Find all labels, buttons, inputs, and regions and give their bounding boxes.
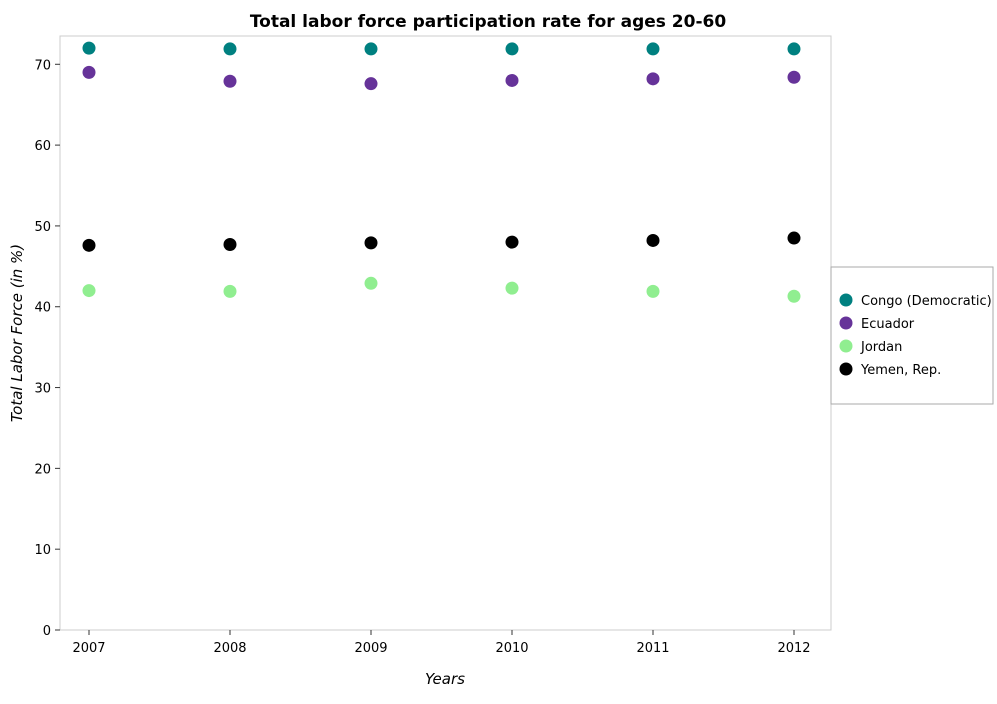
- y-tick-label: 0: [43, 624, 51, 639]
- data-point-congo-democratic-2009: [364, 42, 378, 56]
- legend-marker: [839, 362, 853, 376]
- y-tick-label: 30: [34, 382, 51, 397]
- data-point-ecuador-2008: [223, 74, 237, 88]
- plot-frame: [59, 35, 832, 631]
- legend-label: Yemen, Rep.: [860, 363, 941, 378]
- data-point-ecuador-2009: [364, 77, 378, 91]
- legend-label: Congo (Democratic): [861, 294, 992, 309]
- data-point-ecuador-2011: [646, 72, 660, 86]
- x-tick-label: 2012: [777, 641, 810, 656]
- legend: Congo (Democratic) Ecuador Jordan Yemen, Re…: [830, 266, 994, 405]
- x-tick-label: 2008: [213, 641, 246, 656]
- legend-box: [830, 266, 994, 405]
- chart-title: Total labor force participation rate for…: [250, 12, 727, 32]
- data-point-yemen-rep-2012: [787, 231, 801, 245]
- x-tick-label: 2010: [495, 641, 528, 656]
- data-point-ecuador-2010: [505, 73, 519, 87]
- data-point-ecuador-2012: [787, 70, 801, 84]
- y-axis-label: Total Labor Force (in %): [8, 244, 26, 422]
- x-axis: 2007 2008 2009 2010 2011 2012: [72, 630, 811, 656]
- data-points: [82, 41, 801, 303]
- y-tick-label: 70: [34, 58, 51, 73]
- x-tick-label: 2007: [72, 641, 105, 656]
- data-point-jordan-2008: [223, 284, 237, 298]
- data-point-jordan-2011: [646, 284, 660, 298]
- data-point-yemen-rep-2008: [223, 238, 237, 252]
- legend-marker: [839, 293, 853, 307]
- legend-label: Jordan: [860, 340, 902, 355]
- data-point-yemen-rep-2011: [646, 233, 660, 247]
- data-point-congo-democratic-2010: [505, 42, 519, 56]
- y-tick-label: 50: [34, 220, 51, 235]
- data-point-congo-democratic-2011: [646, 42, 660, 56]
- y-tick-label: 20: [34, 462, 51, 477]
- y-axis: 0 10 20 30 40 50 60 70: [34, 58, 60, 639]
- data-point-yemen-rep-2010: [505, 235, 519, 249]
- data-point-ecuador-2007: [82, 65, 96, 79]
- data-point-congo-democratic-2012: [787, 42, 801, 56]
- y-tick-label: 40: [34, 301, 51, 316]
- x-axis-label: Years: [425, 670, 465, 688]
- legend-label: Ecuador: [861, 317, 915, 332]
- legend-marker: [839, 339, 853, 353]
- y-tick-label: 60: [34, 139, 51, 154]
- data-point-yemen-rep-2007: [82, 238, 96, 252]
- x-tick-label: 2011: [636, 641, 669, 656]
- data-point-jordan-2010: [505, 281, 519, 295]
- plot-area: 0 10 20 30 40 50 60 70 2007 2008 2009 2010 2011 2012: [34, 35, 832, 656]
- legend-items: Congo (Democratic) Ecuador Jordan Yemen, Re…: [839, 293, 992, 378]
- data-point-yemen-rep-2009: [364, 236, 378, 250]
- data-point-congo-democratic-2008: [223, 42, 237, 56]
- legend-marker: [839, 316, 853, 330]
- x-tick-label: 2009: [354, 641, 387, 656]
- data-point-congo-democratic-2007: [82, 41, 96, 55]
- data-point-jordan-2012: [787, 289, 801, 303]
- y-tick-label: 10: [34, 543, 51, 558]
- data-point-jordan-2007: [82, 284, 96, 298]
- data-point-jordan-2009: [364, 276, 378, 290]
